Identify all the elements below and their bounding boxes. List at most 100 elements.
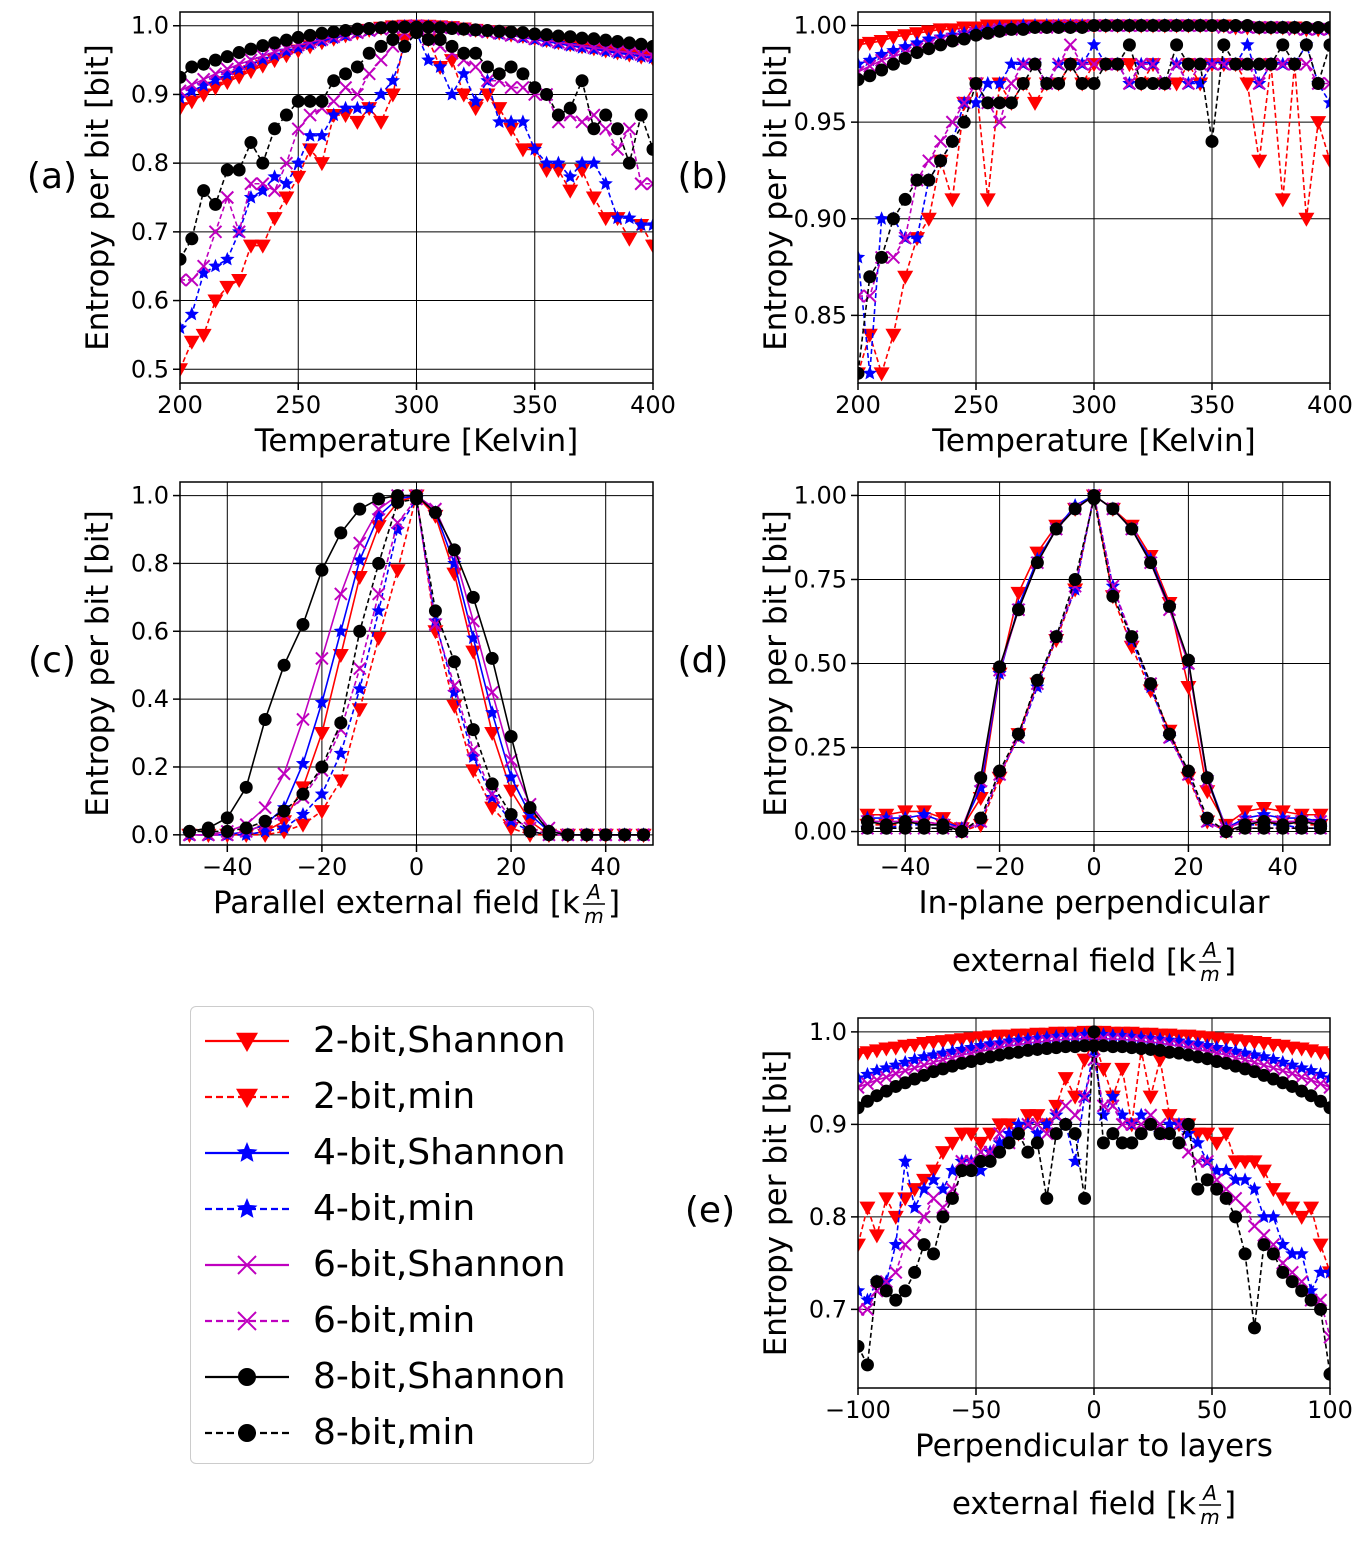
- data-point: [875, 250, 889, 264]
- data-point: [1030, 673, 1044, 687]
- data-point: [314, 128, 330, 142]
- data-point: [859, 1046, 876, 1061]
- x-axis-label-unit-num: A: [1201, 938, 1217, 962]
- data-point: [936, 1210, 950, 1224]
- data-point: [935, 1181, 951, 1196]
- data-point: [1313, 1264, 1328, 1279]
- panel-e: −100 −50 0 50 100 0.7 0.8 0.9 1.0 Entropy per bit…: [685, 1017, 1353, 1529]
- data-point: [290, 170, 307, 185]
- data-point: [645, 239, 653, 254]
- data-point: [374, 53, 388, 67]
- axes: −40 −20 0 20 40 0.0 0.2 0.4 0.6 0.8 1.0: [131, 481, 654, 881]
- data-point: [362, 21, 376, 35]
- data-point: [1075, 57, 1089, 71]
- x-axis-label-text: external field [k: [952, 943, 1196, 979]
- data-point: [1049, 630, 1063, 644]
- data-point: [1030, 1042, 1044, 1056]
- data-point: [1209, 1163, 1224, 1177]
- x-axis-label-text: external field [k: [952, 1486, 1196, 1522]
- data-point: [1086, 37, 1102, 51]
- data-point: [503, 784, 520, 799]
- data-point: [1106, 502, 1120, 516]
- data-point: [352, 552, 367, 567]
- data-point: [1122, 76, 1137, 91]
- data-point: [1322, 154, 1330, 169]
- data-point: [1068, 1108, 1082, 1122]
- data-point: [1257, 821, 1271, 835]
- data-point: [1004, 56, 1019, 71]
- data-point: [974, 771, 988, 785]
- data-point: [291, 155, 306, 170]
- data-point: [1048, 1099, 1065, 1114]
- data-point: [963, 1127, 980, 1142]
- data-point: [1087, 76, 1101, 90]
- data-point: [220, 190, 235, 205]
- x-tick-label: 400: [1307, 391, 1353, 419]
- data-point: [1311, 20, 1325, 34]
- data-point: [327, 94, 341, 109]
- data-point: [910, 173, 924, 187]
- x-axis-label-unit-den: m: [1200, 962, 1219, 986]
- data-point: [243, 56, 259, 71]
- y-tick-label: 1.00: [794, 481, 847, 509]
- data-point: [889, 1293, 903, 1307]
- data-point: [195, 328, 212, 343]
- data-point: [504, 25, 518, 39]
- data-point: [315, 563, 329, 577]
- data-point: [468, 60, 483, 74]
- data-point: [421, 20, 435, 34]
- data-point: [278, 191, 295, 206]
- y-tick-label: 0.90: [794, 205, 847, 233]
- data-point: [326, 107, 341, 122]
- data-point: [1040, 1191, 1054, 1205]
- data-point: [398, 20, 412, 34]
- y-tick-label: 0.5: [131, 355, 169, 383]
- y-axis-label: Entropy per bit [bit]: [80, 510, 116, 817]
- data-point: [1125, 522, 1139, 536]
- data-point: [916, 1173, 933, 1188]
- grid: [858, 482, 1330, 845]
- data-point: [1030, 1136, 1044, 1150]
- data-point: [618, 828, 632, 842]
- data-point: [457, 22, 471, 36]
- data-point: [1323, 1101, 1330, 1115]
- data-point: [1122, 19, 1136, 33]
- data-point: [562, 184, 579, 199]
- data-point: [350, 22, 364, 36]
- data-point: [1011, 1032, 1026, 1047]
- data-point: [1115, 1117, 1130, 1132]
- data-point: [183, 95, 200, 110]
- data-point: [1181, 76, 1196, 91]
- data-point: [1246, 1155, 1263, 1170]
- data-point: [1087, 492, 1101, 506]
- data-point: [291, 94, 305, 108]
- data-point: [907, 1052, 922, 1066]
- data-point: [374, 39, 388, 53]
- data-point: [180, 252, 187, 266]
- data-point: [1237, 1172, 1253, 1186]
- y-tick-label: 0.75: [794, 565, 847, 593]
- data-point: [916, 1181, 932, 1196]
- data-point: [888, 1237, 903, 1251]
- data-point: [391, 495, 405, 509]
- data-point: [909, 27, 925, 42]
- data-point: [315, 760, 329, 774]
- data-point: [858, 1080, 865, 1095]
- legend-swatch-8bit-shannon: [205, 1368, 289, 1386]
- data-point: [1256, 1049, 1272, 1063]
- data-point: [410, 26, 423, 40]
- data-point: [622, 210, 637, 225]
- data-point: [1078, 1039, 1092, 1053]
- data-point: [1077, 1027, 1092, 1041]
- data-point: [185, 232, 199, 246]
- data-point: [353, 661, 367, 676]
- data-point: [1298, 212, 1315, 227]
- data-point: [1063, 57, 1077, 71]
- data-point: [983, 1145, 997, 1159]
- data-point: [1181, 1035, 1196, 1050]
- x-axis-label-end: ]: [1224, 943, 1236, 979]
- data-point: [313, 727, 330, 742]
- panel-label: (e): [685, 1190, 735, 1231]
- data-point: [1304, 1293, 1318, 1307]
- data-point: [1200, 811, 1214, 825]
